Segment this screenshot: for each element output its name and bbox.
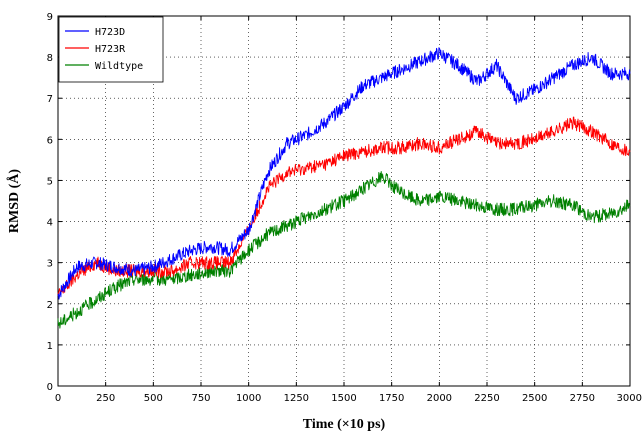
y-tick-label: 2 <box>47 300 53 311</box>
x-tick-label: 500 <box>144 393 163 404</box>
x-tick-label: 2250 <box>474 393 499 404</box>
y-tick-label: 3 <box>47 259 53 270</box>
ticks-group: 0 250 500 750 1000 1250 1500 1750 2000 2250 2500 27… <box>47 12 642 404</box>
grid <box>58 16 630 386</box>
x-tick-label: 2000 <box>427 393 452 404</box>
x-tick-label: 1750 <box>379 393 404 404</box>
x-tick-label: 2750 <box>570 393 595 404</box>
x-tick-label: 1250 <box>284 393 309 404</box>
x-axis-title: Time (×10 ps) <box>303 417 386 432</box>
x-tick-label: 1500 <box>331 393 356 404</box>
legend-box <box>58 16 164 83</box>
x-tick-label: 0 <box>55 393 61 404</box>
series-line-h723r <box>57 116 631 296</box>
y-tick-label: 8 <box>47 53 53 64</box>
series-line-wildtype <box>57 170 631 329</box>
y-tick-label: 5 <box>47 176 53 187</box>
series-line-h723d <box>57 47 631 300</box>
x-tick-label: 2500 <box>522 393 547 404</box>
series-group <box>57 47 631 329</box>
x-tick-label: 1000 <box>236 393 261 404</box>
x-tick-label: 3000 <box>617 393 642 404</box>
legend: H723D H723R Wildtype <box>58 16 164 83</box>
legend-label-h723d: H723D <box>95 27 125 38</box>
y-tick-label: 7 <box>47 94 53 105</box>
y-axis-title: RMSD (Å) <box>6 169 22 233</box>
y-tick-label: 4 <box>47 218 53 229</box>
legend-label-wildtype: Wildtype <box>95 61 143 72</box>
y-tick-label: 9 <box>47 12 53 23</box>
y-tick-label: 0 <box>47 382 53 393</box>
y-tick-label: 1 <box>47 341 53 352</box>
legend-label-h723r: H723R <box>95 44 126 55</box>
x-tick-label: 750 <box>191 393 210 404</box>
y-tick-label: 6 <box>47 135 53 146</box>
x-tick-label: 250 <box>96 393 115 404</box>
